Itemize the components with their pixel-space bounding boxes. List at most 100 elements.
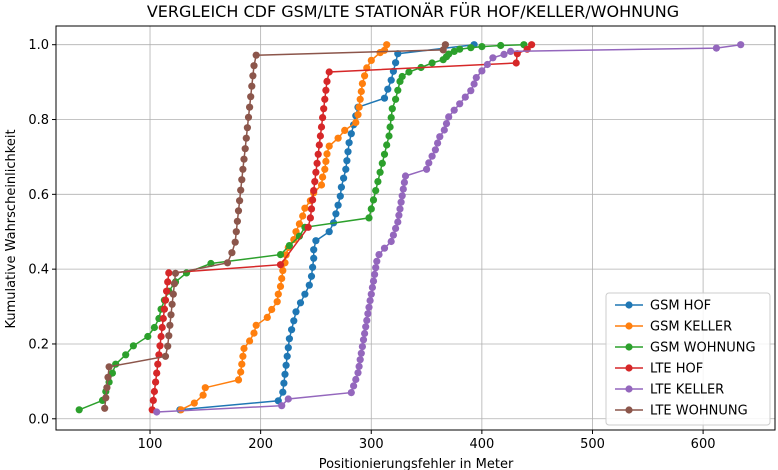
data-point-lte-hof: [313, 159, 321, 167]
data-point-lte-keller: [428, 152, 436, 160]
data-point-gsm-hof: [310, 246, 318, 254]
data-point-gsm-keller: [322, 157, 330, 165]
data-point-gsm-hof: [307, 272, 316, 280]
data-point-gsm-keller: [290, 236, 298, 244]
axis-ticks: 100 200 300 400 500 600 0.0 0.2 0.4 0.6 0.8 1.0: [28, 38, 715, 452]
data-point-gsm-hof: [337, 183, 345, 191]
data-point-lte-keller: [472, 74, 480, 82]
x-tick-label: 200: [248, 437, 273, 452]
data-point-lte-keller: [363, 316, 371, 324]
data-point-gsm-wohnung: [374, 178, 382, 186]
y-tick-label: 0.2: [28, 337, 49, 352]
x-tick-label: 600: [691, 437, 716, 452]
data-point-gsm-hof: [344, 148, 352, 156]
data-point-gsm-keller: [352, 118, 360, 127]
series-lte-wohnung: [101, 41, 449, 412]
data-point-lte-hof: [154, 360, 162, 368]
data-point-gsm-keller: [325, 142, 333, 150]
data-point-gsm-wohnung: [150, 323, 158, 332]
data-point-gsm-keller: [239, 352, 247, 360]
legend-entry-gsm-wohnung: GSM WOHNUNG: [615, 341, 756, 356]
data-point-lte-keller: [401, 172, 410, 180]
data-point-gsm-wohnung: [367, 205, 375, 213]
data-point-gsm-wohnung: [467, 44, 475, 52]
data-point-lte-hof: [158, 323, 166, 332]
data-point-lte-wohnung: [228, 249, 236, 257]
data-point-gsm-keller: [237, 368, 245, 376]
data-point-lte-hof: [157, 332, 165, 341]
data-point-gsm-wohnung: [450, 47, 458, 56]
data-point-lte-keller: [396, 205, 404, 213]
legend-label: GSM HOF: [650, 299, 711, 314]
legend-swatch-marker: [625, 406, 633, 414]
data-point-lte-keller: [431, 146, 439, 154]
data-point-gsm-keller: [263, 313, 271, 321]
data-point-gsm-hof: [345, 139, 353, 147]
data-point-gsm-hof: [334, 201, 342, 209]
data-point-gsm-wohnung: [144, 332, 152, 341]
data-point-lte-keller: [442, 120, 451, 128]
data-point-lte-keller: [359, 336, 368, 344]
data-point-gsm-wohnung: [376, 168, 384, 176]
data-point-gsm-keller: [319, 173, 327, 181]
data-point-lte-keller: [389, 231, 397, 239]
data-point-lte-wohnung: [238, 176, 246, 184]
data-point-lte-wohnung: [242, 134, 250, 142]
legend-label: GSM KELLER: [650, 320, 732, 335]
data-point-gsm-wohnung: [129, 342, 137, 350]
data-point-gsm-hof: [384, 85, 392, 93]
data-point-gsm-wohnung: [478, 43, 486, 51]
data-point-lte-wohnung: [161, 352, 170, 360]
y-axis-label: Kumulative Wahrscheinlichkeit: [4, 129, 19, 328]
data-point-lte-hof: [317, 123, 326, 131]
data-point-gsm-wohnung: [365, 214, 373, 222]
data-point-gsm-wohnung: [383, 141, 391, 149]
data-point-lte-keller: [445, 113, 453, 121]
data-point-lte-hof: [159, 314, 167, 323]
data-point-gsm-keller: [361, 72, 369, 80]
data-point-gsm-keller: [201, 384, 209, 392]
data-point-gsm-wohnung: [75, 406, 83, 414]
data-point-lte-hof: [307, 205, 316, 213]
data-point-lte-keller: [489, 54, 497, 62]
legend-label: LTE WOHNUNG: [650, 404, 748, 419]
data-point-lte-hof: [311, 178, 319, 186]
data-point-gsm-keller: [341, 126, 349, 134]
data-point-gsm-hof: [284, 344, 292, 352]
data-point-lte-keller: [397, 198, 405, 206]
data-point-lte-wohnung: [164, 342, 172, 350]
data-point-gsm-wohnung: [378, 159, 386, 167]
data-point-lte-keller: [470, 80, 478, 88]
data-point-lte-hof: [320, 105, 328, 113]
legend-swatch-marker: [625, 343, 633, 351]
data-point-gsm-hof: [301, 290, 309, 298]
data-point-lte-hof: [161, 296, 170, 304]
data-point-lte-wohnung: [169, 290, 177, 298]
data-point-gsm-hof: [296, 299, 305, 307]
data-point-lte-wohnung: [171, 269, 180, 277]
data-point-lte-keller: [373, 257, 381, 265]
data-point-lte-keller: [358, 343, 366, 351]
data-point-gsm-hof: [332, 210, 340, 218]
data-point-lte-hof: [164, 278, 172, 286]
data-point-gsm-wohnung: [276, 251, 285, 259]
data-point-gsm-hof: [380, 94, 389, 102]
data-point-gsm-keller: [334, 134, 342, 142]
data-point-lte-wohnung: [165, 332, 173, 340]
data-point-gsm-wohnung: [386, 123, 394, 131]
data-point-gsm-hof: [280, 379, 288, 387]
data-point-lte-keller: [367, 290, 375, 298]
data-point-lte-hof: [322, 86, 330, 94]
data-point-lte-wohnung: [239, 165, 247, 173]
data-point-lte-wohnung: [105, 363, 113, 371]
data-point-gsm-hof: [292, 308, 300, 316]
series-gsm-hof: [176, 41, 478, 414]
legend-entry-lte-wohnung: LTE WOHNUNG: [615, 404, 748, 419]
data-point-lte-hof: [152, 378, 160, 386]
data-point-lte-hof: [156, 342, 164, 350]
data-point-lte-keller: [368, 283, 376, 292]
data-point-gsm-hof: [282, 361, 290, 369]
data-point-lte-hof: [315, 141, 323, 149]
data-point-lte-keller: [362, 323, 370, 331]
data-point-lte-wohnung: [250, 62, 258, 70]
